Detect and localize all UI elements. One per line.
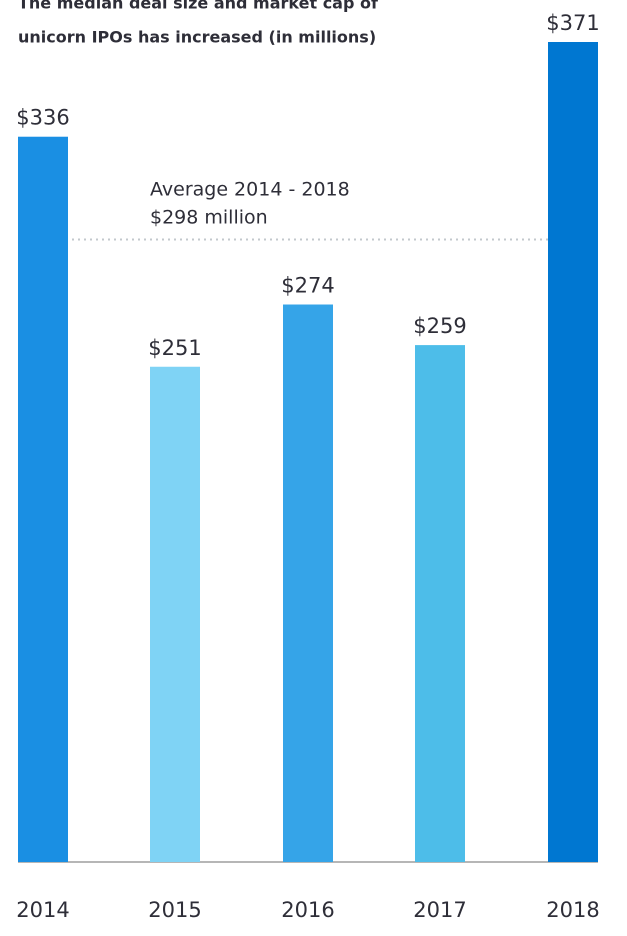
annotation: $298 million [150,207,268,229]
chart-title: unicorn IPOs has increased (in millions) [18,28,376,47]
x-tick-label: 2015 [148,898,201,922]
value-label: $251 [148,336,201,360]
x-tick-label: 2017 [413,898,466,922]
x-tick-label: 2014 [16,898,69,922]
chart-title: The median deal size and market cap of [18,0,379,13]
bar [548,42,598,862]
bar [18,136,68,862]
x-tick-label: 2018 [546,898,599,922]
value-label: $274 [281,274,334,298]
bar [150,366,200,862]
value-label: $336 [16,106,69,130]
x-tick-label: 2016 [281,898,334,922]
value-label: $259 [413,314,466,338]
bar [415,345,465,863]
value-label: $371 [546,11,599,35]
annotation: Average 2014 - 2018 [150,179,350,201]
bar [283,304,333,862]
